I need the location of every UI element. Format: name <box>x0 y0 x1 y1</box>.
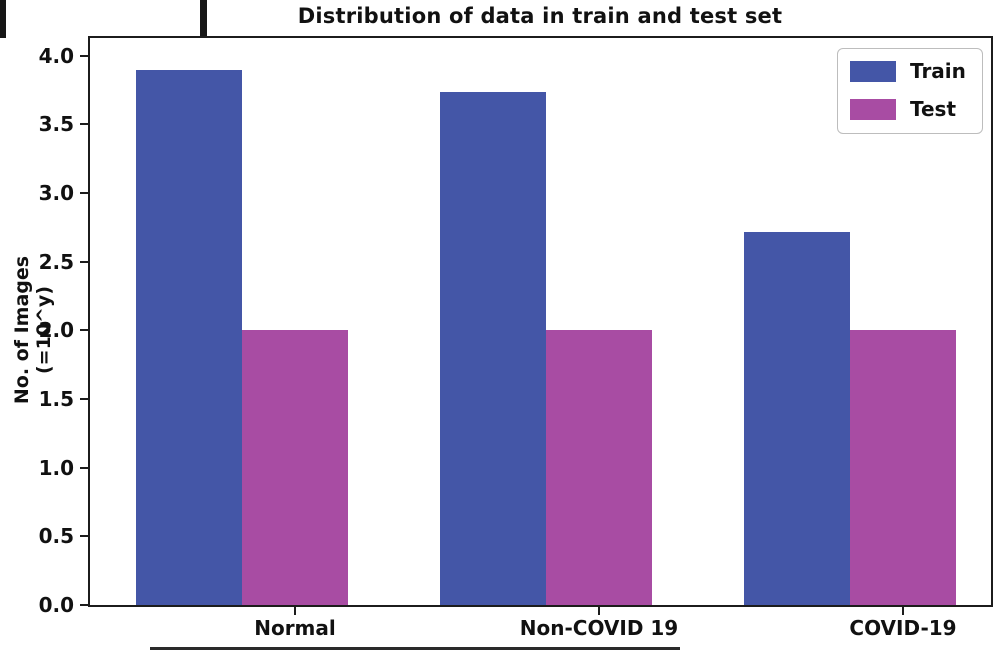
bar-train-covid-19 <box>744 232 850 605</box>
test-legend-label: Test <box>910 97 957 121</box>
bar-test-covid-19 <box>850 330 956 605</box>
y-tick-mark <box>80 192 88 195</box>
y-tick-mark <box>80 398 88 401</box>
chart-title: Distribution of data in train and test s… <box>297 4 783 28</box>
y-tick-mark <box>80 604 88 606</box>
scan-artifact-top <box>200 0 207 40</box>
y-tick-label: 0.5 <box>38 524 74 549</box>
bar-test-non-covid-19 <box>546 330 652 605</box>
scan-artifact-left-edge <box>0 0 6 38</box>
bar-test-normal <box>242 330 348 605</box>
x-tick-label: Normal <box>254 616 336 640</box>
y-tick-mark <box>80 329 88 332</box>
train-legend-swatch <box>850 60 896 82</box>
y-tick-label: 2.5 <box>38 249 74 274</box>
legend-item-train: Train <box>850 59 970 83</box>
y-tick-label: 3.5 <box>38 112 74 137</box>
plot-area: Train Test <box>88 36 993 607</box>
y-tick-mark <box>80 535 88 538</box>
bar-train-non-covid-19 <box>440 92 546 605</box>
y-tick-mark <box>80 54 88 57</box>
legend: Train Test <box>837 48 983 134</box>
plot-inner <box>90 38 991 605</box>
scan-artifact-bottom-line <box>150 647 680 650</box>
x-tick-mark <box>598 607 600 615</box>
x-tick-mark <box>294 607 296 615</box>
bar-train-normal <box>136 70 242 605</box>
y-tick-label: 0.0 <box>38 593 74 617</box>
y-tick-label: 1.5 <box>38 387 74 412</box>
y-tick-label: 3.0 <box>38 181 74 206</box>
y-tick-mark <box>80 123 88 126</box>
x-tick-label: COVID-19 <box>849 616 957 640</box>
test-legend-swatch <box>850 98 896 120</box>
x-tick-mark <box>902 607 904 615</box>
x-tick-label: Non-COVID 19 <box>519 616 679 640</box>
y-tick-mark <box>80 466 88 469</box>
y-tick-mark <box>80 260 88 263</box>
y-tick-label: 1.0 <box>38 455 74 480</box>
y-tick-label: 4.0 <box>38 43 74 68</box>
y-tick-label: 2.0 <box>38 318 74 343</box>
train-legend-label: Train <box>910 59 966 83</box>
legend-item-test: Test <box>850 97 970 121</box>
